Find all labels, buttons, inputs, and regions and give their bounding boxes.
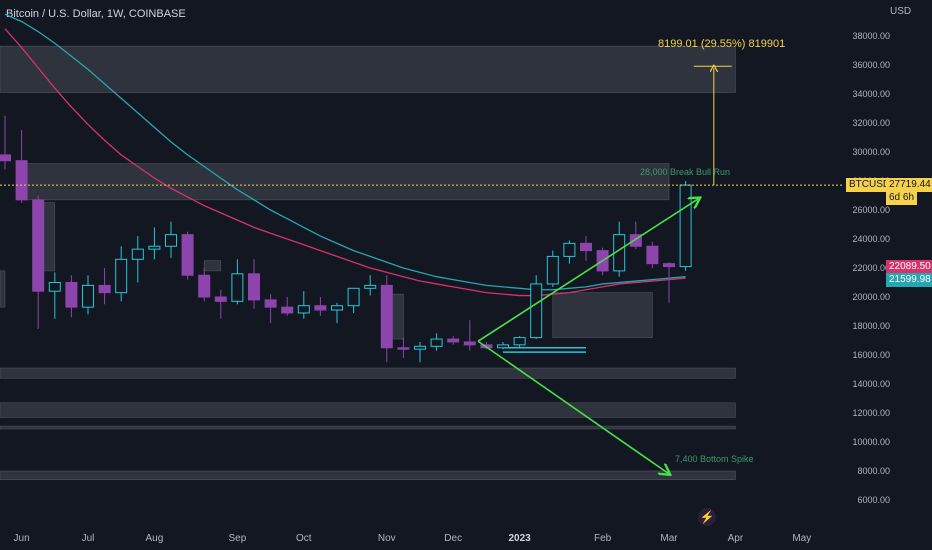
- y-tick-label: 20000.00: [852, 292, 890, 302]
- x-tick-label: Mar: [660, 533, 678, 544]
- candle-body-10: [165, 234, 177, 247]
- candle-body-14: [231, 273, 244, 302]
- ma-fast-line: [4, 28, 686, 297]
- x-tick-label: Apr: [728, 533, 744, 544]
- y-tick-label: 10000.00: [852, 437, 890, 447]
- trend-arrow-0: [477, 198, 699, 342]
- candle-body-18: [297, 305, 310, 314]
- x-tick-label: Aug: [146, 533, 164, 544]
- candle-body-1: [15, 160, 28, 201]
- candle-body-25: [414, 345, 426, 350]
- y-tick-label: 34000.00: [852, 89, 890, 99]
- y-tick-label: 14000.00: [852, 379, 890, 389]
- candle-body-22: [364, 284, 377, 289]
- y-tick-label: 36000.00: [852, 60, 890, 70]
- y-tick-label: 6000.00: [857, 495, 890, 505]
- candle-body-32: [530, 283, 543, 339]
- zone-box-2: [0, 270, 6, 308]
- break-level-annotation: 28,000 Break Bull Run: [640, 167, 731, 177]
- candle-body-39: [646, 245, 659, 265]
- x-tick-label: May: [792, 533, 811, 544]
- candle-body-23: [380, 284, 393, 349]
- candle-body-13: [214, 296, 227, 302]
- candle-body-6: [98, 284, 111, 294]
- x-tick-label: 2023: [508, 533, 531, 544]
- candle-body-26: [430, 338, 443, 347]
- zone-box-6: [552, 292, 653, 338]
- candle-body-7: [115, 258, 128, 294]
- candle-body-27: [447, 338, 460, 343]
- symbol-title: Bitcoin / U.S. Dollar, 1W, COINBASE: [6, 8, 186, 20]
- zone-box-8: [0, 402, 736, 418]
- target-annotation: 8199.01 (29.55%) 819901: [658, 38, 786, 51]
- price-tag-countdown: 6d 6h: [886, 191, 918, 206]
- candle-body-16: [264, 299, 277, 308]
- trend-arrow-1: [477, 340, 669, 474]
- x-tick-label: Jul: [82, 533, 95, 544]
- candle-body-40: [663, 263, 675, 268]
- candle-body-8: [131, 248, 144, 260]
- price-tag-ma-fast: 22089.50: [886, 259, 932, 274]
- y-tick-label: 12000.00: [852, 408, 890, 418]
- candle-body-21: [347, 287, 360, 307]
- lightning-icon[interactable]: ⚡: [698, 508, 716, 526]
- candle-body-2: [32, 199, 45, 292]
- candle-body-20: [331, 305, 343, 311]
- candle-body-31: [513, 337, 526, 346]
- candle-body-17: [281, 306, 294, 314]
- x-tick-label: Jun: [14, 533, 30, 544]
- candle-body-38: [629, 234, 642, 247]
- candle-body-19: [314, 305, 327, 311]
- price-tag-current: 27719.44: [886, 178, 932, 193]
- y-tick-label: 18000.00: [852, 321, 890, 331]
- zone-box-0: [0, 45, 736, 93]
- x-tick-label: Oct: [296, 533, 312, 544]
- y-tick-label: 32000.00: [852, 118, 890, 128]
- zone-box-10: [0, 470, 736, 480]
- y-tick-label: 26000.00: [852, 205, 890, 215]
- x-tick-label: Nov: [378, 533, 396, 544]
- x-tick-label: Dec: [444, 533, 462, 544]
- candle-body-34: [563, 242, 576, 257]
- candle-body-35: [580, 242, 592, 252]
- candle-body-9: [148, 245, 161, 250]
- price-tag-symbol: BTCUSD: [846, 178, 894, 193]
- y-tick-label: 22000.00: [852, 263, 890, 273]
- zone-box-4: [203, 260, 222, 272]
- chart-header: Bitcoin / U.S. Dollar, 1W, COINBASE: [6, 8, 186, 20]
- candle-body-28: [463, 341, 476, 346]
- candle-body-41: [679, 184, 692, 268]
- candle-body-33: [546, 255, 559, 285]
- zone-box-1: [21, 163, 670, 201]
- candle-body-0: [0, 154, 11, 162]
- candle-body-30: [497, 344, 509, 349]
- y-tick-label: 38000.00: [852, 31, 890, 41]
- y-tick-label: 30000.00: [852, 147, 890, 157]
- bottom-spike-annotation: 7,400 Bottom Spike: [675, 453, 754, 464]
- currency-label: USD: [890, 6, 912, 17]
- candle-body-15: [248, 273, 260, 301]
- y-tick-label: 24000.00: [852, 234, 890, 244]
- candle-body-3: [48, 282, 61, 292]
- candle-body-11: [181, 234, 194, 276]
- y-tick-label: 8000.00: [857, 466, 890, 476]
- candle-body-24: [397, 347, 410, 350]
- ma-slow-line: [4, 13, 686, 291]
- candle-body-5: [82, 284, 94, 308]
- x-tick-label: Sep: [229, 533, 247, 544]
- zone-box-7: [0, 367, 736, 379]
- zone-box-9: [0, 425, 736, 430]
- candle-body-12: [198, 274, 211, 298]
- candle-body-4: [65, 282, 78, 308]
- price-tag-ma-slow: 21599.98: [886, 272, 932, 287]
- x-tick-label: Feb: [594, 533, 612, 544]
- y-tick-label: 16000.00: [852, 350, 890, 360]
